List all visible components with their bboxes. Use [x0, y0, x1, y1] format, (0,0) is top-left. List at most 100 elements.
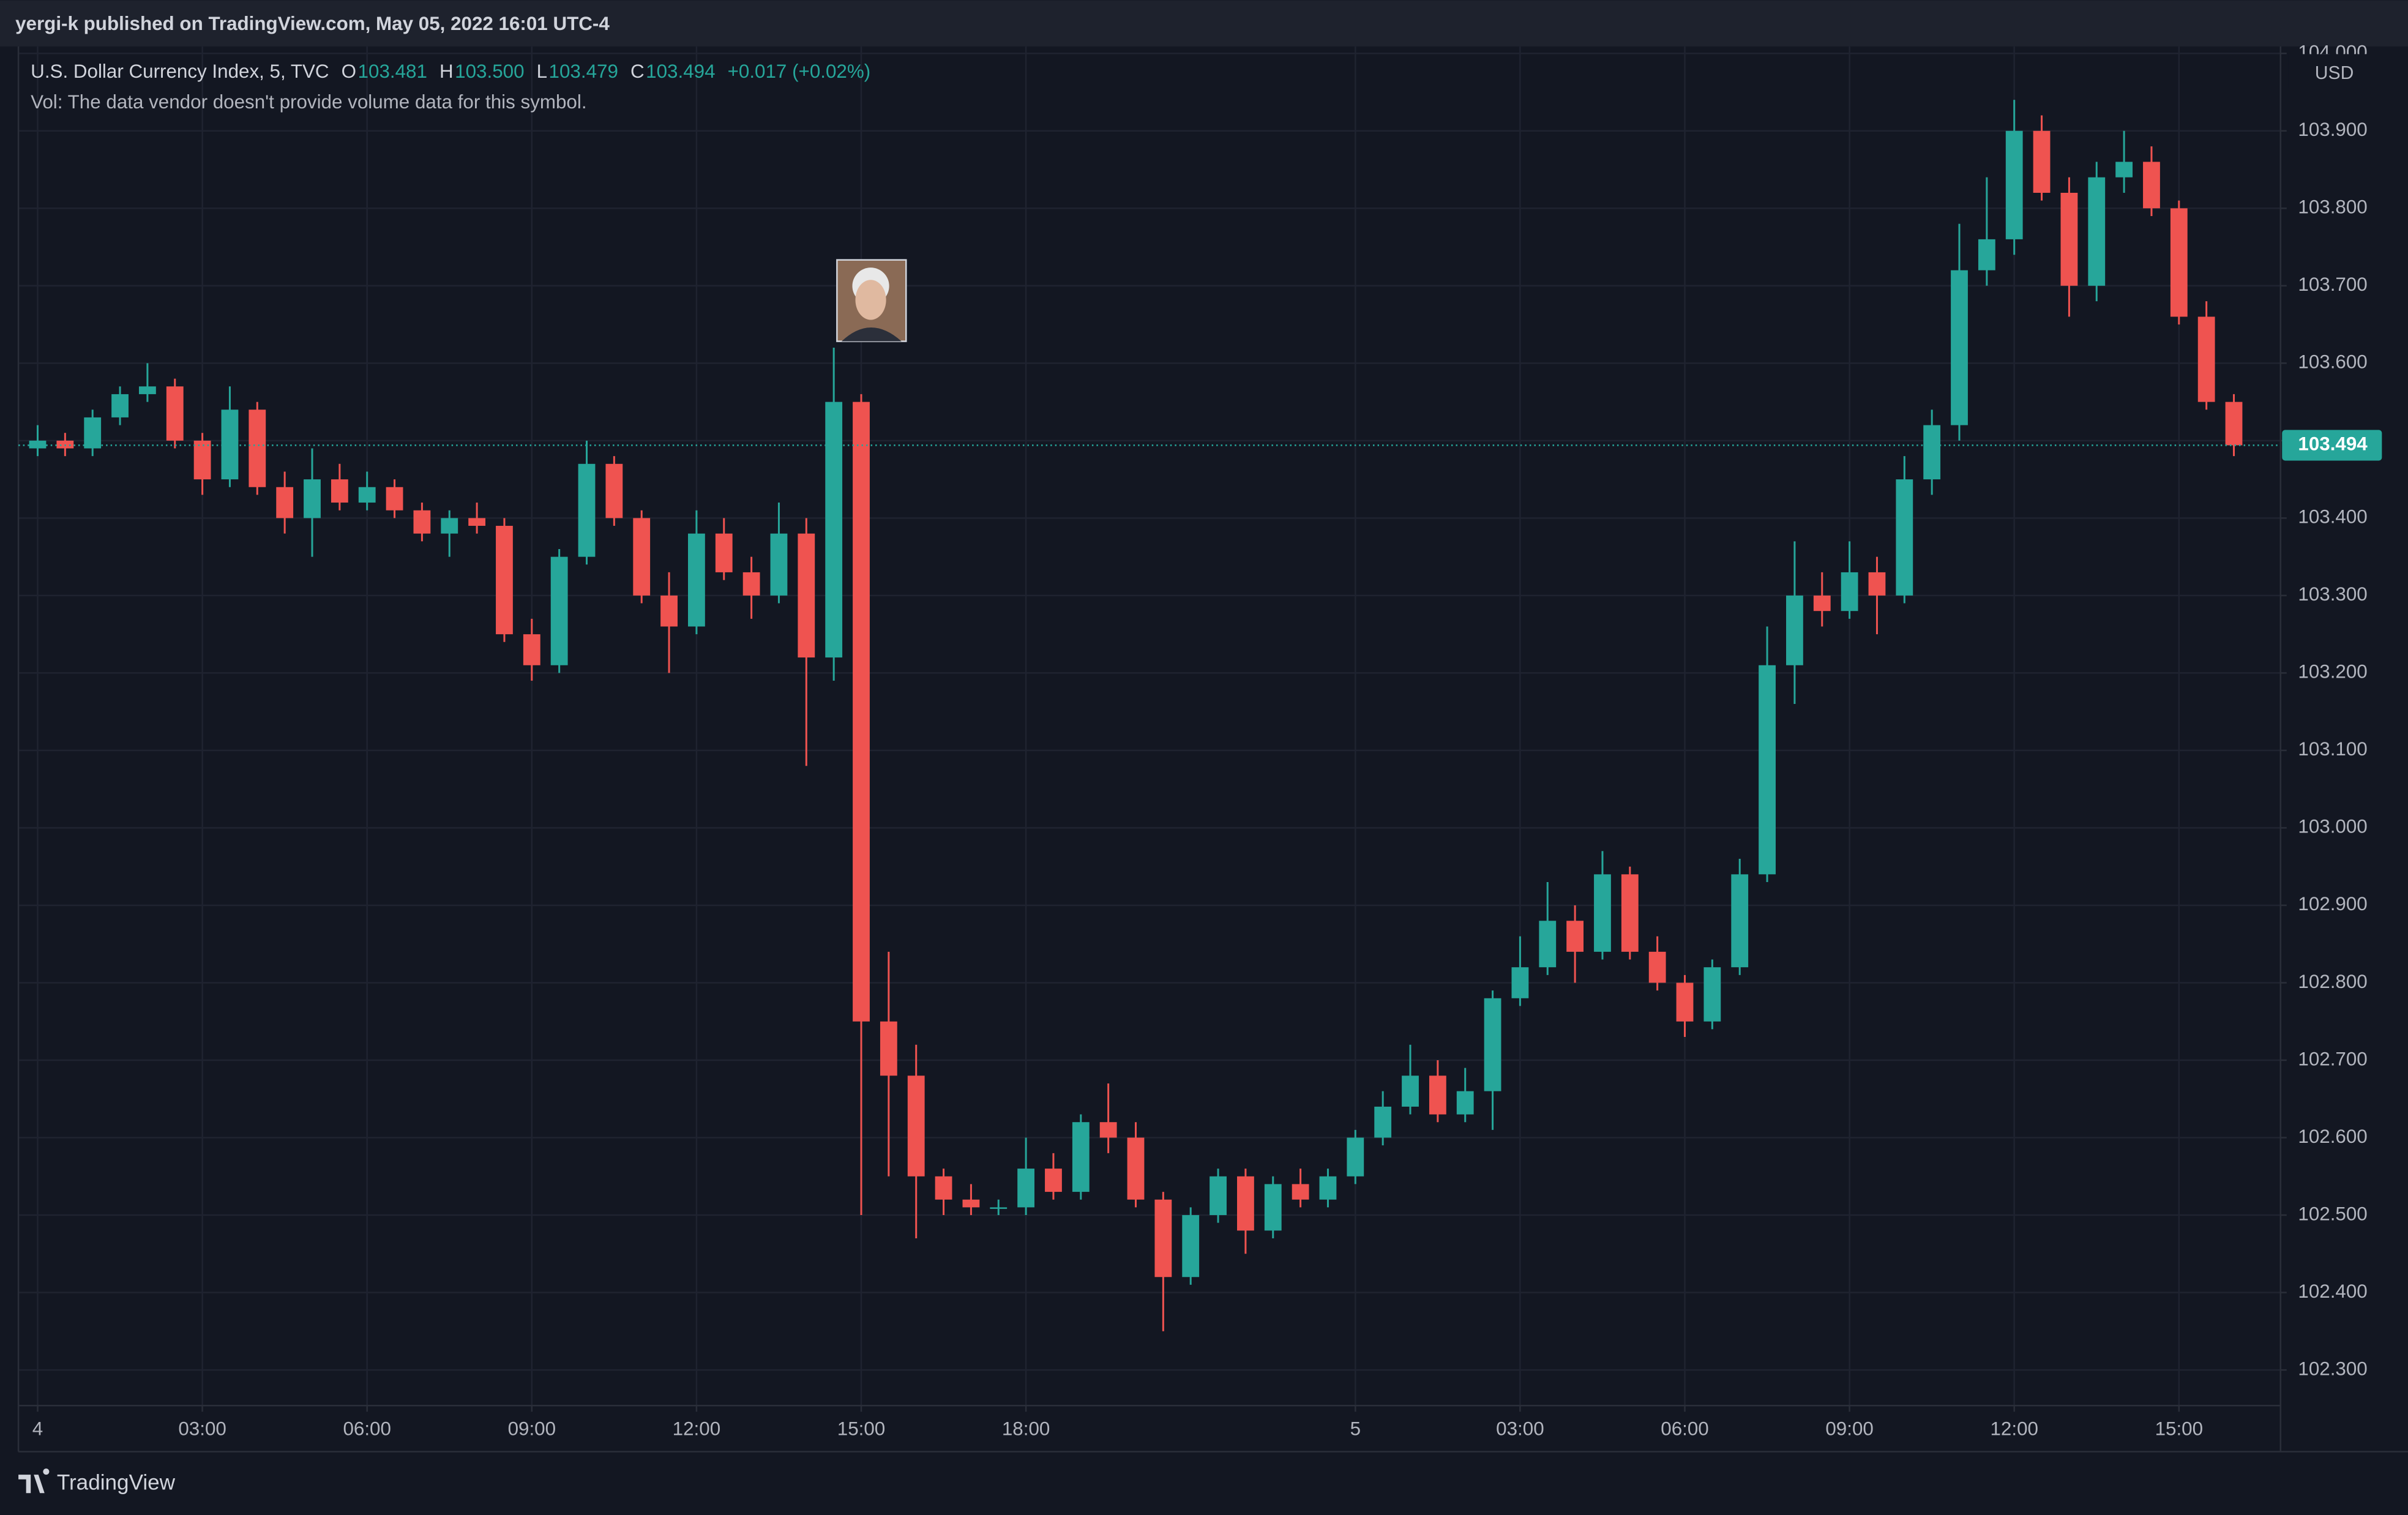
candle-body [221, 410, 239, 480]
x-tick-label: 09:00 [1825, 1418, 1873, 1440]
brand-text: TradingView [57, 1471, 176, 1495]
candle-body [496, 526, 513, 635]
x-tick-label: 06:00 [1661, 1418, 1708, 1440]
candle-body [276, 487, 294, 518]
candle-body [523, 634, 540, 665]
candle-body [2005, 130, 2023, 239]
legend: U.S. Dollar Currency Index, 5, TVC O 103.4… [31, 61, 870, 82]
ohlc-value: 103.494 [646, 61, 715, 82]
candle-body [193, 440, 211, 480]
y-tick-label: 102.500 [2298, 1203, 2367, 1224]
candles [29, 100, 2243, 1331]
brand: TradingView [18, 1468, 176, 1495]
publish-text: yergi-k published on TradingView.com, Ma… [15, 13, 610, 34]
candle-body [1319, 1176, 1337, 1200]
candle-body [1210, 1176, 1227, 1216]
x-tick-label: 4 [32, 1418, 43, 1440]
ohlc-label: L [537, 61, 547, 82]
ohlc-value: 103.479 [549, 61, 618, 82]
candle-body [1347, 1137, 1364, 1176]
candle-body [1017, 1169, 1035, 1208]
candle-body [1237, 1176, 1254, 1231]
candle-body [1868, 572, 1886, 596]
ohlc-label: O [342, 61, 356, 82]
y-tick-label: 103.600 [2298, 351, 2367, 373]
candle-body [1923, 425, 1941, 480]
last-price-box [2282, 430, 2382, 461]
y-tick-label: 103.000 [2298, 816, 2367, 837]
candle-body [1978, 239, 1995, 271]
candle-body [166, 386, 184, 441]
candle-body [550, 556, 568, 665]
candle-body [1292, 1184, 1309, 1200]
y-tick-label: 103.700 [2298, 274, 2367, 295]
x-tick-label: 15:00 [837, 1418, 885, 1440]
candle-body [633, 518, 651, 596]
candle-body [2225, 402, 2243, 446]
currency-unit: USD [2315, 63, 2354, 83]
candle-body [578, 463, 596, 557]
candle-body [1456, 1091, 1474, 1115]
symbol-name: U.S. Dollar Currency Index, 5, TVC [31, 61, 329, 82]
x-tick-label: 12:00 [1990, 1418, 2038, 1440]
ohlc-value: 103.481 [358, 61, 427, 82]
candle-body [1511, 967, 1529, 998]
brand-logo [18, 1468, 50, 1494]
candle-body [2170, 208, 2188, 317]
y-tick-label: 102.300 [2298, 1358, 2367, 1379]
candle-body [1374, 1106, 1392, 1138]
candle-body [1676, 982, 1694, 1022]
candle-body [331, 479, 348, 503]
candle-body [386, 487, 403, 511]
candle-body [56, 440, 74, 449]
candle-body [2088, 177, 2106, 286]
candle-body [413, 510, 431, 534]
candle-body [688, 533, 705, 627]
candle-body [798, 533, 815, 658]
ohlc-value: 103.500 [455, 61, 524, 82]
x-tick-label: 5 [1350, 1418, 1361, 1440]
candle-body [1154, 1199, 1172, 1277]
candle-body [907, 1075, 925, 1176]
candle-body [1896, 479, 1913, 596]
x-tick-label: 12:00 [673, 1418, 720, 1440]
candle-body [441, 518, 458, 534]
x-tick-label: 15:00 [2155, 1418, 2203, 1440]
candle-body [1264, 1184, 1282, 1231]
event-avatar [836, 259, 907, 342]
candle-body [1813, 595, 1831, 612]
candle-body [2143, 162, 2160, 209]
candle-body [1429, 1075, 1446, 1115]
x-tick-label: 03:00 [1496, 1418, 1544, 1440]
candle-body [880, 1021, 897, 1076]
candle-body [1045, 1169, 1062, 1192]
candle-body [84, 417, 102, 449]
volume-note: Vol: The data vendor doesn't provide vol… [31, 91, 586, 113]
unit-bg [2288, 54, 2380, 88]
axes: 102.300 102.400 102.500 102.600 102.700 102.8… [18, 42, 2382, 1440]
candle-body [1594, 874, 1611, 952]
candle-body [1539, 921, 1557, 968]
candle-body [660, 595, 678, 627]
candle-body [1621, 874, 1639, 952]
y-tick-label: 102.600 [2298, 1126, 2367, 1147]
y-tick-label: 103.400 [2298, 506, 2367, 528]
y-tick-label: 103.800 [2298, 196, 2367, 218]
candle-body [111, 394, 129, 417]
candle-body [304, 479, 321, 518]
y-tick-label: 103.200 [2298, 661, 2367, 683]
candle-body [1951, 270, 1968, 425]
ohlc-label: C [630, 61, 645, 82]
y-tick-label: 102.700 [2298, 1048, 2367, 1069]
x-tick-label: 18:00 [1002, 1418, 1050, 1440]
y-tick-label: 103.900 [2298, 119, 2367, 140]
candle-body [1731, 874, 1749, 968]
candle-body [1402, 1075, 1419, 1107]
candle-body [990, 1207, 1008, 1209]
candle-body [1566, 921, 1584, 952]
candle-body [1703, 967, 1721, 1022]
publish-bar [0, 0, 2408, 47]
y-tick-label: 102.800 [2298, 971, 2367, 992]
candle-body [1484, 998, 1501, 1091]
